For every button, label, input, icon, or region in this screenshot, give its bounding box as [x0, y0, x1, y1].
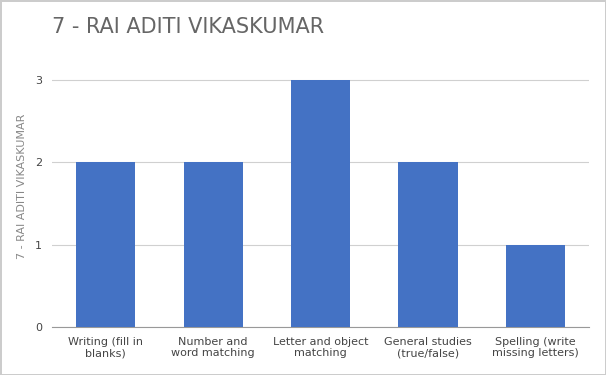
- Bar: [399, 162, 458, 327]
- Text: 7 - RAI ADITI VIKASKUMAR: 7 - RAI ADITI VIKASKUMAR: [52, 16, 324, 37]
- Bar: [76, 162, 135, 327]
- Bar: [184, 162, 243, 327]
- Bar: [506, 244, 565, 327]
- Y-axis label: 7 - RAI ADITI VIKASKUMAR: 7 - RAI ADITI VIKASKUMAR: [17, 114, 27, 260]
- Bar: [291, 80, 350, 327]
